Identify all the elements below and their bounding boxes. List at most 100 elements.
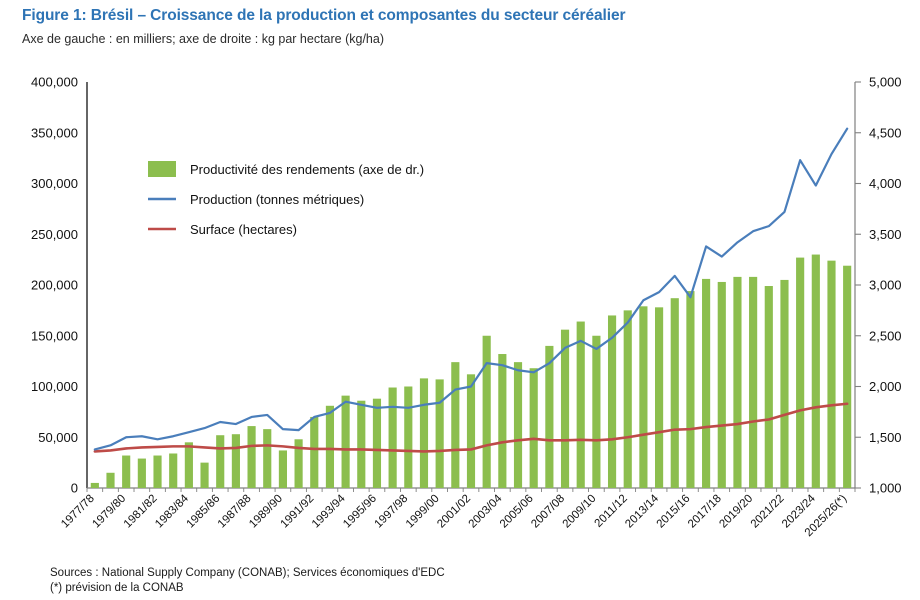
bar xyxy=(796,257,805,488)
footer-note: (*) prévision de la CONAB xyxy=(50,582,184,594)
bar xyxy=(655,307,664,488)
x-axis-labels: 1977/781979/801981/821983/841985/861987/… xyxy=(59,488,856,539)
bar xyxy=(466,374,476,488)
figure-subtitle: Axe de gauche : en milliers; axe de droi… xyxy=(22,32,384,46)
y-tick-label-right: 1,500 xyxy=(869,430,902,445)
bar xyxy=(670,298,679,488)
x-tick-label: 1997/98 xyxy=(373,493,411,531)
bar xyxy=(592,335,601,488)
legend-label: Productivité des rendements (axe de dr.) xyxy=(190,162,424,177)
x-tick-label: 2007/08 xyxy=(529,493,567,531)
y-tick-label-right: 3,500 xyxy=(869,227,902,242)
bar xyxy=(780,279,789,488)
x-tick-label: 2013/14 xyxy=(623,492,661,530)
bar xyxy=(184,442,193,488)
y-axis-left: 0 50,000 100,000 150,000 200,000 250,000 300,0… xyxy=(31,75,78,496)
bar xyxy=(404,386,413,488)
bar xyxy=(749,276,758,488)
bar xyxy=(482,335,491,488)
bar xyxy=(702,278,711,488)
bar xyxy=(278,450,287,488)
y-axis-right: 1,000 1,500 2,000 2,500 3,000 3,500 4,000 4,500… xyxy=(855,75,902,496)
bar xyxy=(717,281,726,488)
bar xyxy=(576,321,585,488)
bar xyxy=(529,368,538,488)
bar xyxy=(435,379,444,488)
x-tick-label: 1983/84 xyxy=(153,492,191,530)
y-tick-label-right: 2,000 xyxy=(869,379,902,394)
x-tick-label: 2015/16 xyxy=(655,493,693,531)
bar xyxy=(545,345,554,488)
bar xyxy=(263,429,272,488)
y-tick-label-left: 250,000 xyxy=(31,227,78,242)
x-tick-label: 1999/00 xyxy=(404,493,442,531)
bar xyxy=(498,354,507,488)
y-tick-label-right: 5,000 xyxy=(869,75,902,90)
x-tick-label: 2001/02 xyxy=(435,493,473,531)
x-tick-label: 1985/86 xyxy=(184,493,222,531)
production-line-path xyxy=(93,127,849,451)
x-tick-label: 2021/22 xyxy=(749,493,787,531)
legend-swatch-bar xyxy=(148,161,176,177)
bar xyxy=(843,265,852,488)
bar xyxy=(216,435,225,488)
x-tick-label: 1989/90 xyxy=(247,493,285,531)
bar xyxy=(106,472,115,488)
x-tick-label: 2009/10 xyxy=(561,493,599,531)
bar xyxy=(388,387,397,488)
bar-series-productivity xyxy=(90,254,852,488)
figure-footer: Sources : National Supply Company (CONAB… xyxy=(50,566,445,596)
surface-line-path xyxy=(93,402,849,453)
y-tick-label-left: 50,000 xyxy=(38,430,78,445)
bar xyxy=(827,260,836,488)
x-tick-label: 1995/96 xyxy=(341,493,379,531)
legend-label: Production (tonnes métriques) xyxy=(190,192,364,207)
bar xyxy=(310,416,319,488)
bar xyxy=(153,455,162,488)
footer-sources: Sources : National Supply Company (CONAB… xyxy=(50,567,445,579)
y-tick-label-right: 1,000 xyxy=(869,481,902,496)
bar xyxy=(90,482,99,488)
legend-label: Surface (hectares) xyxy=(190,222,297,237)
line-series-surface xyxy=(93,402,849,453)
bar xyxy=(341,395,350,488)
y-tick-label-left: 100,000 xyxy=(31,379,78,394)
bar xyxy=(231,434,240,488)
bar xyxy=(137,458,146,488)
x-tick-label: 1979/80 xyxy=(90,493,128,531)
figure-title: Figure 1: Brésil – Croissance de la prod… xyxy=(22,7,626,24)
y-tick-label-left: 150,000 xyxy=(31,328,78,343)
bar xyxy=(294,439,303,488)
y-tick-label-left: 350,000 xyxy=(31,125,78,140)
y-tick-label-right: 2,500 xyxy=(869,328,902,343)
bar xyxy=(122,455,131,488)
bar xyxy=(451,362,460,488)
x-tick-label: 1991/92 xyxy=(279,493,317,531)
y-tick-label-left: 200,000 xyxy=(31,278,78,293)
line-series-production xyxy=(93,127,849,451)
bar xyxy=(372,398,382,488)
x-tick-label: 1977/78 xyxy=(59,493,97,531)
y-tick-label-left: 400,000 xyxy=(31,75,78,90)
chart-legend: Productivité des rendements (axe de dr.)… xyxy=(148,161,424,237)
y-tick-label-left: 300,000 xyxy=(31,176,78,191)
bar xyxy=(686,291,695,488)
bar xyxy=(357,400,366,488)
bar xyxy=(639,306,648,488)
bar xyxy=(560,329,570,488)
x-tick-label: 1987/88 xyxy=(216,493,254,531)
x-tick-label: 2003/04 xyxy=(467,492,505,530)
bar xyxy=(623,310,632,488)
bar xyxy=(733,276,742,488)
bar xyxy=(247,426,256,488)
bar xyxy=(607,315,617,488)
bar xyxy=(169,453,178,488)
bar xyxy=(419,378,429,488)
y-tick-label-right: 4,000 xyxy=(869,176,902,191)
x-tick-label: 1981/82 xyxy=(122,493,160,531)
y-tick-label-right: 3,000 xyxy=(869,278,902,293)
bar xyxy=(764,286,773,488)
x-tick-label: 2017/18 xyxy=(686,493,724,531)
